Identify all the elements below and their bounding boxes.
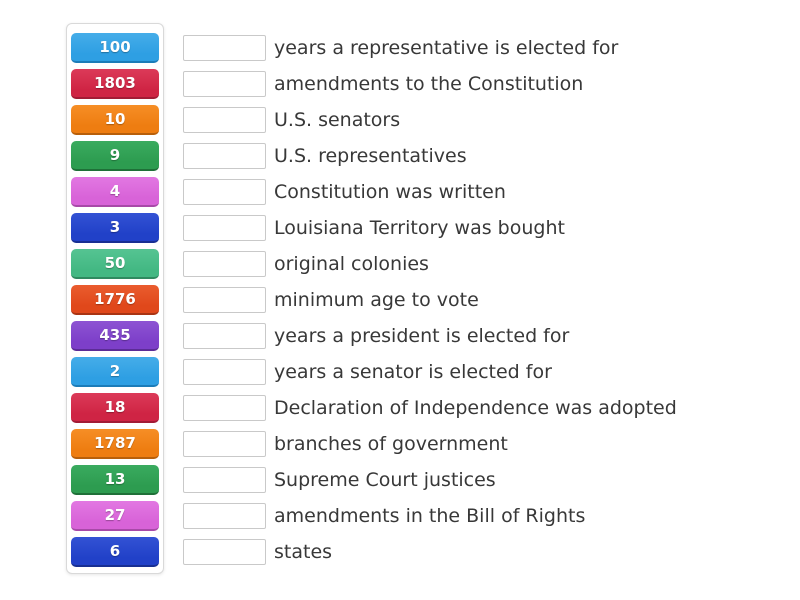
match-tile[interactable]: 1787 [71, 429, 159, 459]
clue-text: minimum age to vote [274, 289, 479, 311]
match-tile[interactable]: 1803 [71, 69, 159, 99]
clue-row: Supreme Court justices [183, 462, 677, 498]
match-tile[interactable]: 435 [71, 321, 159, 351]
match-tile[interactable]: 2 [71, 357, 159, 387]
drop-target[interactable] [183, 143, 266, 169]
clue-row: amendments in the Bill of Rights [183, 498, 677, 534]
match-tile-value: 18 [104, 398, 126, 416]
drop-target[interactable] [183, 539, 266, 565]
match-tile-value: 435 [99, 326, 131, 344]
drop-target[interactable] [183, 323, 266, 349]
match-tile-value: 100 [99, 38, 131, 56]
match-tile[interactable]: 13 [71, 465, 159, 495]
match-tile-value: 50 [104, 254, 126, 272]
match-tile[interactable]: 100 [71, 33, 159, 63]
drop-target[interactable] [183, 359, 266, 385]
match-tile-value: 10 [104, 110, 126, 128]
match-tile[interactable]: 6 [71, 537, 159, 567]
drop-target[interactable] [183, 71, 266, 97]
match-tile-value: 4 [109, 182, 121, 200]
match-tile[interactable]: 4 [71, 177, 159, 207]
clue-row: Louisiana Territory was bought [183, 210, 677, 246]
clue-text: original colonies [274, 253, 429, 275]
clue-text: years a president is elected for [274, 325, 570, 347]
match-tile[interactable]: 18 [71, 393, 159, 423]
match-tile-value: 6 [109, 542, 121, 560]
clue-text: U.S. representatives [274, 145, 467, 167]
clue-row: U.S. senators [183, 102, 677, 138]
drop-target[interactable] [183, 431, 266, 457]
clue-text: Constitution was written [274, 181, 506, 203]
clue-text: amendments in the Bill of Rights [274, 505, 586, 527]
clue-row: years a president is elected for [183, 318, 677, 354]
drop-target[interactable] [183, 287, 266, 313]
clue-row: years a senator is elected for [183, 354, 677, 390]
match-tile-value: 1776 [94, 290, 136, 308]
match-tile-value: 9 [109, 146, 121, 164]
match-tile-value: 27 [104, 506, 126, 524]
match-tile-value: 3 [109, 218, 121, 236]
clue-text: Declaration of Independence was adopted [274, 397, 677, 419]
match-tile[interactable]: 10 [71, 105, 159, 135]
match-tile[interactable]: 3 [71, 213, 159, 243]
clue-rows: years a representative is elected for am… [183, 30, 677, 570]
drop-target[interactable] [183, 107, 266, 133]
match-tile-value: 1787 [94, 434, 136, 452]
drop-target[interactable] [183, 251, 266, 277]
drop-target[interactable] [183, 179, 266, 205]
match-tile-value: 2 [109, 362, 121, 380]
drop-target[interactable] [183, 395, 266, 421]
clue-text: Louisiana Territory was bought [274, 217, 565, 239]
clue-text: Supreme Court justices [274, 469, 496, 491]
clue-text: amendments to the Constitution [274, 73, 584, 95]
drop-target[interactable] [183, 467, 266, 493]
clue-text: years a representative is elected for [274, 37, 619, 59]
drop-target[interactable] [183, 35, 266, 61]
clue-row: branches of government [183, 426, 677, 462]
clue-text: branches of government [274, 433, 508, 455]
match-tile[interactable]: 27 [71, 501, 159, 531]
clue-text: years a senator is elected for [274, 361, 552, 383]
clue-row: amendments to the Constitution [183, 66, 677, 102]
clue-row: states [183, 534, 677, 570]
clue-row: Declaration of Independence was adopted [183, 390, 677, 426]
drop-target[interactable] [183, 503, 266, 529]
clue-row: minimum age to vote [183, 282, 677, 318]
clue-text: states [274, 541, 333, 563]
match-tile[interactable]: 50 [71, 249, 159, 279]
match-tile[interactable]: 9 [71, 141, 159, 171]
clue-row: years a representative is elected for [183, 30, 677, 66]
tiles-panel: 100 1803 10 9 4 3 50 1776 435 2 18 1787 … [66, 23, 164, 574]
clue-row: U.S. representatives [183, 138, 677, 174]
clue-row: Constitution was written [183, 174, 677, 210]
clue-row: original colonies [183, 246, 677, 282]
drop-target[interactable] [183, 215, 266, 241]
match-tile-value: 1803 [94, 74, 136, 92]
match-tile-value: 13 [104, 470, 126, 488]
clue-text: U.S. senators [274, 109, 401, 131]
match-tile[interactable]: 1776 [71, 285, 159, 315]
